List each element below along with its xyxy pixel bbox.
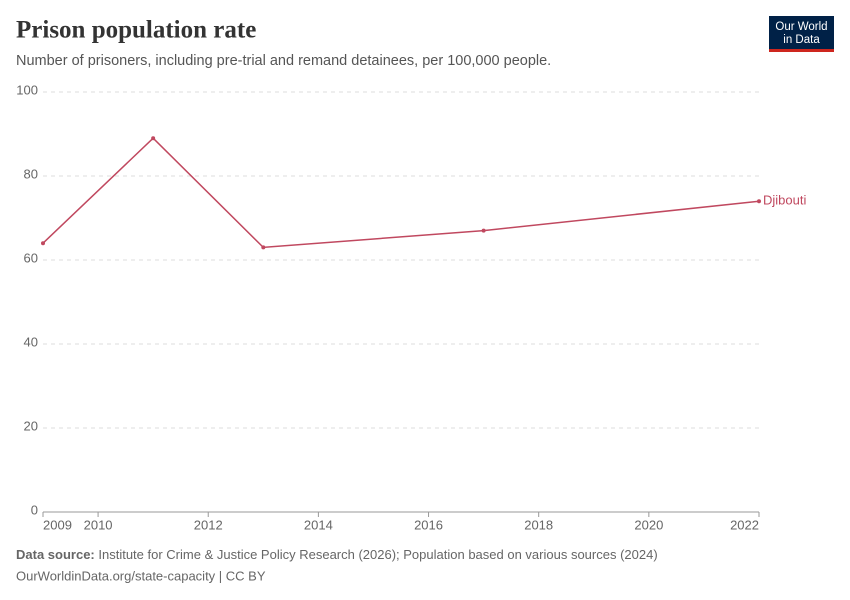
point [261,245,266,250]
logo-box [769,16,834,52]
logo-text: in Data [783,34,820,46]
x-tick-label: 2022 [730,517,759,532]
source-text: Institute for Crime & Justice Policy Res… [98,547,657,562]
y-tick-label: 60 [24,250,38,265]
subtitle: Number of prisoners, including pre-trial… [16,53,551,69]
y-tick-label: 20 [24,418,38,433]
source: Data source: Institute for Crime & Justi… [16,547,658,562]
x-tick-label: 2020 [634,517,663,532]
series-label: Djibouti [763,193,806,208]
y-tick-label: 0 [31,502,38,517]
y-tick-label: 80 [24,166,38,181]
x-tick-label: 2016 [414,517,443,532]
point [41,241,45,246]
logo-bar [769,49,834,52]
chart-title: Prison population rate [16,17,256,44]
point [481,228,486,233]
footer: OurWorldinData.org/state-capacity | CC B… [16,568,266,583]
logo: Our World in Data [769,16,834,52]
point [151,136,156,141]
x-tick-label: 2009 [43,517,72,532]
source-label: Data source: [16,547,95,562]
x-tick-label: 2018 [524,517,553,532]
logo-text: Our World [775,21,827,33]
x-tick-label: 2010 [84,517,113,532]
y-tick-label: 100 [16,82,38,97]
line [42,137,760,249]
x-tick-label: 2012 [194,517,223,532]
y-tick-label: 40 [24,334,38,349]
point [757,199,761,204]
x-tick-label: 2014 [304,517,333,532]
